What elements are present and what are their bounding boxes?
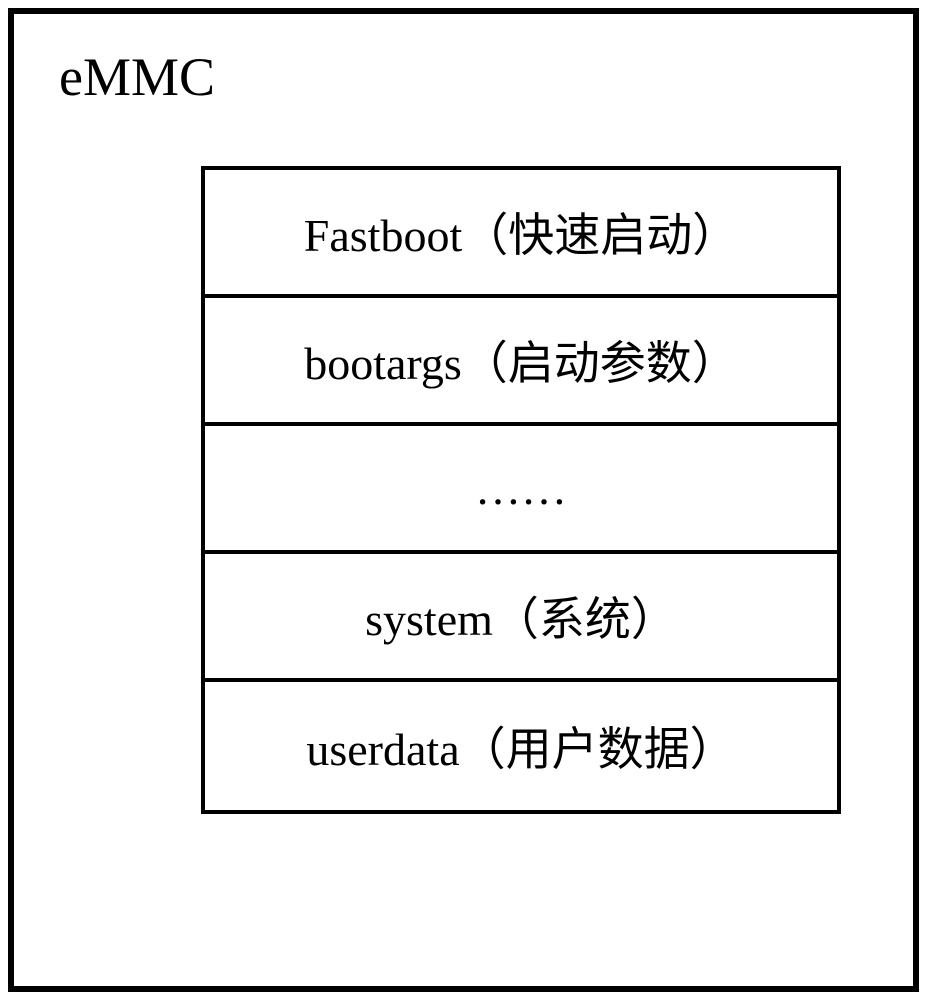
table-row: userdata（用户数据） [201, 682, 841, 810]
partition-table: Fastboot（快速启动） bootargs（启动参数） …… system（… [201, 166, 841, 814]
table-row: system（系统） [201, 554, 841, 682]
partition-label-system: system（系统） [365, 583, 677, 649]
table-row: …… [201, 426, 841, 554]
emmc-container: eMMC Fastboot（快速启动） bootargs（启动参数） …… sy… [8, 8, 919, 992]
partition-label-bootargs: bootargs（启动参数） [304, 327, 738, 393]
diagram-title: eMMC [59, 46, 215, 108]
partition-label-fastboot: Fastboot（快速启动） [304, 199, 738, 265]
table-row: bootargs（启动参数） [201, 298, 841, 426]
partition-label-ellipsis: …… [475, 462, 567, 515]
table-row: Fastboot（快速启动） [201, 170, 841, 298]
partition-label-userdata: userdata（用户数据） [306, 713, 735, 779]
